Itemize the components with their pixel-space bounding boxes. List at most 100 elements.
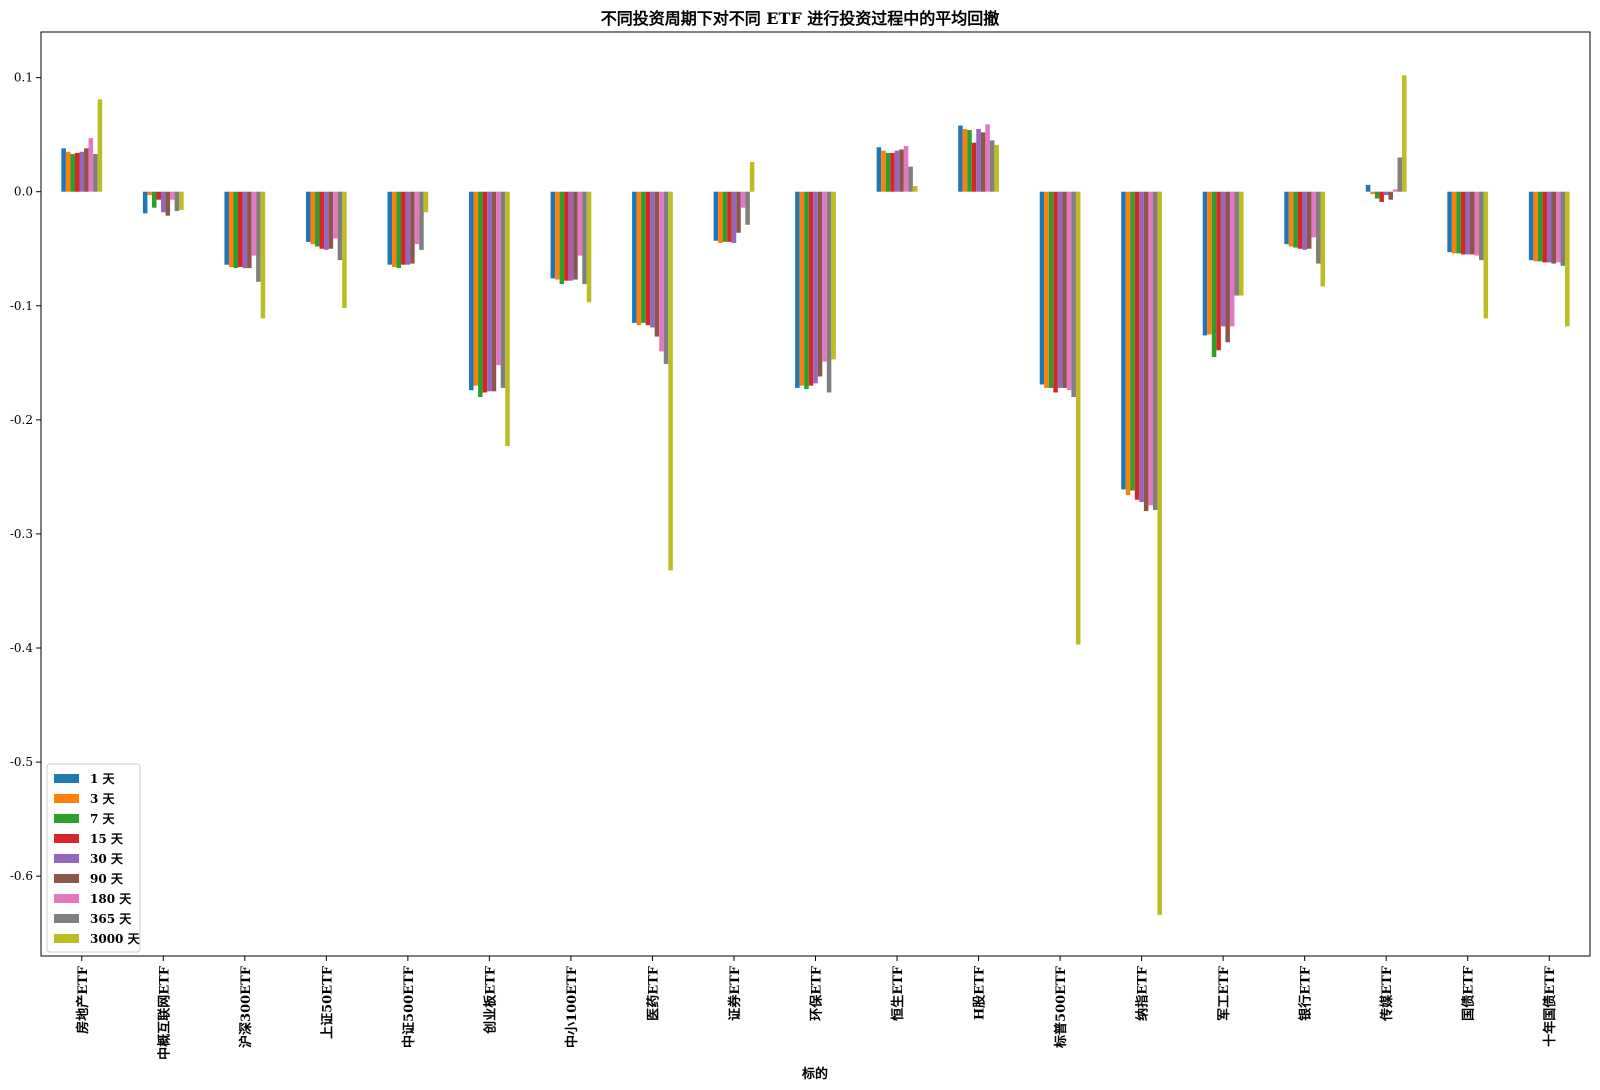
bar	[908, 166, 913, 192]
bar	[1392, 189, 1398, 192]
bar	[396, 191, 402, 269]
bar	[491, 191, 497, 392]
bar	[147, 191, 152, 196]
bar	[668, 191, 673, 571]
bar	[650, 191, 655, 328]
bar	[890, 152, 895, 192]
bar	[70, 154, 75, 192]
x-tick-label: 纳指ETF	[1135, 965, 1151, 1021]
bar	[740, 191, 746, 208]
bar	[478, 191, 483, 398]
bar	[1447, 191, 1452, 253]
bar	[1306, 191, 1312, 249]
bar	[831, 191, 836, 360]
bar	[958, 125, 963, 192]
x-tick-label: 中证500ETF	[401, 965, 417, 1048]
chart-title: 不同投资周期下对不同 ETF 进行投资过程中的平均回撤	[601, 9, 1000, 28]
bar	[659, 191, 664, 352]
y-tick-label: -0.2	[10, 413, 33, 427]
bar	[1483, 191, 1489, 319]
bar	[151, 191, 157, 208]
bar	[1220, 191, 1226, 327]
bar	[500, 191, 506, 388]
bar	[1460, 191, 1466, 255]
bar	[337, 191, 343, 261]
bar	[582, 191, 587, 285]
x-tick-label: H股ETF	[973, 965, 988, 1020]
x-tick-label: 上证50ETF	[320, 965, 335, 1039]
bar	[1207, 191, 1212, 335]
legend-label: 3000 天	[90, 932, 141, 946]
bar	[1139, 191, 1144, 502]
bar	[333, 191, 338, 239]
bar	[1284, 191, 1289, 245]
bar	[804, 191, 809, 390]
bar	[233, 191, 239, 269]
bar	[564, 191, 569, 281]
bar	[1157, 191, 1162, 915]
bar	[1143, 191, 1149, 512]
y-tick-label: -0.3	[10, 527, 33, 541]
bar	[736, 191, 741, 233]
bar	[1211, 191, 1217, 358]
bar	[174, 191, 180, 212]
bar	[967, 130, 972, 192]
legend-swatch	[54, 874, 79, 883]
bar	[1071, 191, 1076, 398]
bar	[912, 186, 918, 192]
bar	[1560, 191, 1566, 266]
legend-label: 180 天	[90, 892, 132, 906]
x-axis-label: 标的	[801, 1066, 828, 1082]
bar	[971, 142, 977, 192]
bar	[976, 128, 981, 192]
x-tick-label: 医药ETF	[645, 965, 661, 1021]
bar	[1202, 191, 1208, 336]
bar	[989, 140, 995, 192]
bar	[1216, 191, 1221, 351]
bar	[419, 191, 424, 250]
bar	[65, 151, 71, 192]
legend-label: 90 天	[90, 872, 124, 886]
bar	[487, 191, 492, 392]
x-tick-label: 国债ETF	[1461, 965, 1477, 1021]
bar	[1542, 191, 1547, 263]
bar	[1075, 191, 1081, 645]
bar	[1551, 191, 1557, 264]
plot-frame	[40, 31, 1591, 957]
bar	[713, 191, 719, 241]
bar	[826, 191, 832, 393]
legend-box	[46, 763, 141, 953]
bar	[568, 191, 574, 281]
bar	[1565, 191, 1570, 327]
bar	[142, 191, 148, 214]
bar	[1374, 191, 1380, 199]
legend-label: 1 天	[90, 772, 116, 786]
bar	[310, 191, 316, 245]
bar	[1121, 191, 1126, 490]
bar	[84, 148, 89, 192]
bar	[61, 148, 66, 192]
bar	[328, 191, 334, 249]
bar	[342, 191, 347, 309]
bar	[1053, 191, 1058, 393]
bar	[74, 152, 80, 192]
legend-swatch	[54, 774, 79, 783]
bar	[808, 191, 814, 386]
legend-swatch	[54, 894, 79, 903]
legend-label: 15 天	[90, 832, 124, 846]
y-tick-label: 0.1	[14, 71, 33, 85]
bar	[962, 128, 968, 192]
bar	[161, 191, 166, 213]
bar	[238, 191, 243, 267]
bar	[645, 191, 651, 326]
bar	[496, 191, 501, 366]
bar	[903, 146, 909, 192]
bar	[1469, 191, 1475, 255]
y-tick-label: -0.1	[10, 299, 33, 313]
legend-swatch	[54, 854, 79, 863]
legend-swatch	[54, 834, 79, 843]
bar	[1044, 191, 1049, 388]
bar	[1125, 191, 1131, 496]
x-tick-label: 银行ETF	[1298, 965, 1314, 1021]
